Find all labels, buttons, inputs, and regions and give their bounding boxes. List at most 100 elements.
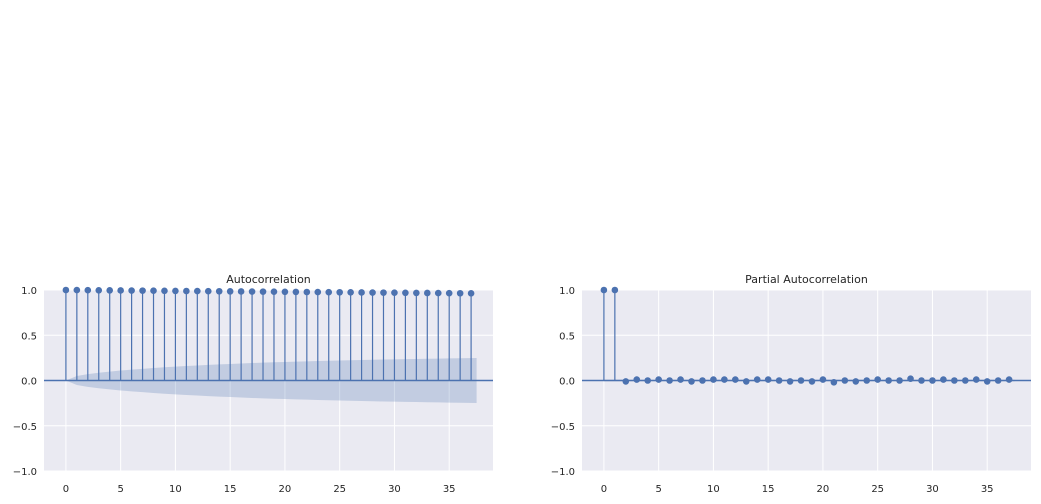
stem-marker bbox=[764, 376, 772, 383]
y-tick-label: −1.0 bbox=[551, 467, 575, 478]
stem-marker bbox=[172, 287, 179, 295]
stem-marker bbox=[456, 289, 464, 297]
stem-marker bbox=[655, 376, 662, 383]
stem-marker bbox=[204, 287, 212, 295]
stem-marker bbox=[885, 377, 892, 384]
stem-marker bbox=[786, 378, 794, 385]
stem-marker bbox=[611, 286, 619, 294]
stems bbox=[62, 286, 475, 381]
stem-marker bbox=[347, 289, 354, 296]
y-tick-label: 0.5 bbox=[21, 331, 37, 342]
autocorrelation-svg: Autocorrelation 0 5 10 15 20 25 30 35 1.0 0.5 0.0… bbox=[13, 273, 493, 495]
stem-marker bbox=[161, 287, 168, 295]
x-tick-label: 35 bbox=[981, 484, 994, 495]
y-tick-label: 1.0 bbox=[559, 286, 575, 297]
stem-marker bbox=[819, 376, 827, 383]
stem-marker bbox=[434, 289, 442, 297]
stem-marker bbox=[951, 377, 958, 384]
stem-marker bbox=[150, 287, 157, 295]
y-tick-label: 0.0 bbox=[21, 377, 37, 388]
stem-marker bbox=[940, 376, 947, 383]
x-tick-label: 15 bbox=[762, 484, 775, 495]
stem-marker bbox=[852, 378, 860, 385]
stem-marker bbox=[292, 288, 300, 296]
x-tick-label: 15 bbox=[224, 484, 237, 495]
stem-marker bbox=[1005, 376, 1013, 383]
autocorrelation-chart: Autocorrelation 0 5 10 15 20 25 30 35 1.0 0.5 0.0… bbox=[0, 0, 503, 504]
stem-marker bbox=[402, 289, 409, 297]
stem-marker bbox=[797, 377, 805, 384]
stem-marker bbox=[183, 287, 190, 295]
stem-marker bbox=[983, 378, 991, 385]
stem-marker bbox=[918, 377, 925, 384]
stem-marker bbox=[644, 377, 652, 384]
stem-marker bbox=[907, 375, 914, 382]
x-tick-label: 0 bbox=[601, 484, 607, 495]
y-tick-label: 0.0 bbox=[559, 377, 575, 388]
x-tick-label: 5 bbox=[655, 484, 661, 495]
x-tick-label: 20 bbox=[817, 484, 830, 495]
y-tick-label: 0.5 bbox=[559, 331, 575, 342]
stem-marker bbox=[710, 376, 717, 383]
partial-autocorrelation-svg: Partial Autocorrelation 0 5 10 15 20 25 30 35 1… bbox=[551, 273, 1031, 495]
x-tick-labels: 0 5 10 15 20 25 30 35 bbox=[601, 484, 994, 495]
stem-marker bbox=[215, 287, 223, 295]
chart-title: Partial Autocorrelation bbox=[745, 273, 868, 286]
stem-marker bbox=[325, 288, 333, 296]
stem-marker bbox=[413, 289, 420, 297]
stem-marker bbox=[369, 289, 376, 296]
stem-marker bbox=[73, 286, 81, 294]
stem-marker bbox=[841, 377, 849, 384]
stem-marker bbox=[314, 288, 322, 296]
stem-marker bbox=[358, 289, 365, 296]
stem-marker bbox=[732, 376, 739, 383]
stem-marker bbox=[106, 287, 114, 294]
y-tick-label: −1.0 bbox=[13, 467, 37, 478]
stem-marker bbox=[633, 376, 641, 383]
stem-marker bbox=[742, 378, 750, 385]
x-tick-label: 25 bbox=[871, 484, 884, 495]
stem-marker bbox=[445, 289, 453, 297]
x-tick-label: 10 bbox=[169, 484, 182, 495]
stem-marker bbox=[467, 290, 475, 297]
chart-title: Autocorrelation bbox=[226, 273, 311, 286]
stem-marker bbox=[896, 377, 903, 384]
stem-marker bbox=[830, 379, 838, 386]
stem-marker bbox=[423, 289, 431, 297]
stem-marker bbox=[259, 288, 267, 295]
stem-marker bbox=[972, 376, 980, 383]
stem-marker bbox=[380, 289, 387, 296]
x-tick-label: 5 bbox=[117, 484, 123, 495]
y-tick-labels: 1.0 0.5 0.0 −0.5 −1.0 bbox=[551, 286, 575, 478]
stem-marker bbox=[194, 287, 201, 295]
stem-marker bbox=[600, 286, 608, 294]
x-tick-label: 35 bbox=[443, 484, 456, 495]
stem-marker bbox=[84, 286, 92, 294]
x-tick-label: 10 bbox=[707, 484, 720, 495]
x-tick-label: 30 bbox=[926, 484, 939, 495]
stem-marker bbox=[303, 288, 311, 296]
stem-marker bbox=[677, 376, 684, 383]
stem-marker bbox=[95, 286, 103, 294]
stem-marker bbox=[128, 287, 135, 294]
stem-marker bbox=[237, 288, 245, 295]
stem-marker bbox=[391, 289, 398, 297]
y-tick-label: 1.0 bbox=[21, 286, 37, 297]
y-tick-labels: 1.0 0.5 0.0 −0.5 −1.0 bbox=[13, 286, 37, 478]
stem-marker bbox=[117, 287, 124, 294]
stem-marker bbox=[336, 288, 343, 296]
stem-marker bbox=[775, 377, 783, 384]
stem-marker bbox=[874, 376, 881, 383]
stem-marker bbox=[62, 286, 70, 294]
stems bbox=[600, 286, 1013, 386]
stem-marker bbox=[863, 377, 871, 384]
stem-marker bbox=[721, 376, 728, 383]
stem-marker bbox=[808, 378, 816, 385]
stem-marker bbox=[666, 377, 673, 384]
x-tick-label: 20 bbox=[279, 484, 292, 495]
stem-marker bbox=[622, 378, 630, 385]
stem-marker bbox=[753, 376, 761, 383]
stem-marker bbox=[248, 288, 256, 295]
stem-marker bbox=[226, 288, 234, 295]
stem-marker bbox=[281, 288, 289, 296]
